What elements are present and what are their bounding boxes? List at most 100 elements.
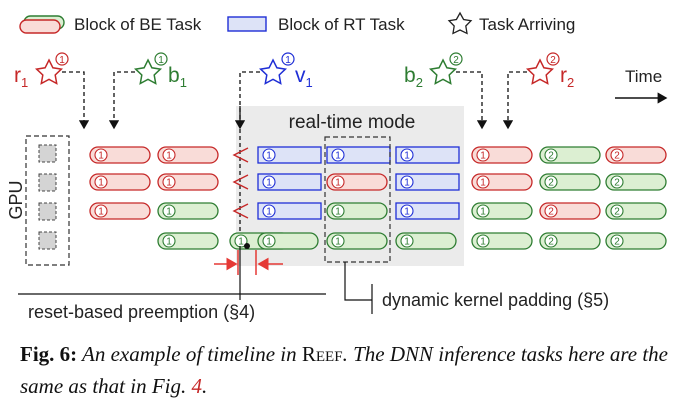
be-block: 1 bbox=[471, 202, 533, 220]
be-block: 1 bbox=[89, 202, 151, 220]
block-badge: 2 bbox=[548, 237, 554, 248]
block-badge: 1 bbox=[404, 237, 410, 248]
arrival-r2-name: r2 bbox=[560, 64, 574, 90]
legend-rt-label: Block of RT Task bbox=[278, 15, 405, 34]
block-badge: 1 bbox=[480, 207, 486, 218]
star-icon bbox=[133, 58, 163, 85]
realtime-mode-label: real-time mode bbox=[289, 112, 416, 133]
block-badge: 1 bbox=[480, 178, 486, 189]
gpu-slot bbox=[38, 173, 57, 192]
arrival-r1: r1 1 bbox=[14, 52, 90, 130]
arrival-v1: 1 v1 bbox=[234, 52, 313, 246]
rt-block: 1 bbox=[395, 173, 460, 191]
arrival-b2-name: b2 bbox=[404, 64, 423, 90]
gpu-box: GPU bbox=[6, 135, 70, 266]
arrival-r2: 2 r2 bbox=[502, 52, 574, 130]
be-block: 2 bbox=[605, 232, 667, 250]
caption-text-a: An example of timeline in bbox=[77, 342, 302, 366]
block-badge: 1 bbox=[166, 207, 172, 218]
star-icon bbox=[258, 58, 288, 85]
block-badge: 1 bbox=[98, 178, 104, 189]
rt-block: 1 bbox=[257, 146, 322, 164]
be-block: 1 bbox=[326, 232, 388, 250]
block-badge: 1 bbox=[98, 151, 104, 162]
be-block: 2 bbox=[539, 146, 601, 164]
block-badge: 2 bbox=[548, 151, 554, 162]
be-block: 1 bbox=[471, 173, 533, 191]
be-block: 1 bbox=[157, 146, 219, 164]
star-icon bbox=[447, 11, 473, 35]
be-block: 2 bbox=[539, 232, 601, 250]
be-block: 1 bbox=[471, 232, 533, 250]
rt-block: 1 bbox=[395, 202, 460, 220]
block-badge: 1 bbox=[480, 237, 486, 248]
timeline-grid: 1 1 1 1 1 1 2 2 1 1 1 1 1 1 2 2 1 1 1 1 1 1 2 2 1 1 1 1 1 1 2 2 bbox=[89, 146, 667, 250]
figure-caption: Fig. 6: An example of timeline in Reef. … bbox=[20, 338, 670, 402]
be-block: 1 bbox=[89, 173, 151, 191]
block-badge: 1 bbox=[404, 178, 410, 189]
caption-fig-number: Fig. 6: bbox=[20, 342, 78, 366]
be-block: 1 bbox=[89, 146, 151, 164]
block-badge: 2 bbox=[614, 237, 620, 248]
gpu-slot bbox=[38, 144, 57, 163]
be-block: 2 bbox=[605, 173, 667, 191]
be-block: 2 bbox=[539, 173, 601, 191]
preempted-block bbox=[232, 203, 249, 219]
svg-text:2: 2 bbox=[550, 55, 556, 66]
block-badge: 2 bbox=[614, 151, 620, 162]
arrival-v1-name: v1 bbox=[295, 64, 313, 90]
gpu-slot bbox=[38, 202, 57, 221]
block-badge: 1 bbox=[404, 151, 410, 162]
block-badge: 2 bbox=[614, 207, 620, 218]
block-badge: 1 bbox=[335, 207, 341, 218]
be-block: 1 bbox=[157, 232, 219, 250]
caption-reef: Reef bbox=[301, 342, 343, 366]
star-icon bbox=[525, 58, 555, 85]
time-label: Time bbox=[625, 67, 662, 86]
svg-text:2: 2 bbox=[453, 55, 459, 66]
arrival-r1-name: r1 bbox=[14, 64, 28, 90]
block-badge: 1 bbox=[266, 207, 272, 218]
timeline-figure: real-time mode Block of BE Task Block of… bbox=[6, 11, 668, 322]
be-block: 2 bbox=[605, 146, 667, 164]
block-badge: 2 bbox=[548, 207, 554, 218]
caption-fig-ref[interactable]: 4 bbox=[191, 374, 203, 398]
block-badge: 2 bbox=[548, 178, 554, 189]
block-badge: 1 bbox=[266, 178, 272, 189]
block-badge: 1 bbox=[98, 207, 104, 218]
svg-text:1: 1 bbox=[158, 55, 164, 66]
rt-block: 1 bbox=[395, 146, 460, 164]
be-block: 2 bbox=[605, 202, 667, 220]
block-badge: 1 bbox=[335, 151, 341, 162]
block-badge: 1 bbox=[335, 237, 341, 248]
be-block: 1 bbox=[257, 232, 319, 250]
block-badge: 1 bbox=[335, 178, 341, 189]
star-icon bbox=[34, 58, 64, 85]
svg-text:1: 1 bbox=[285, 55, 291, 66]
be-block: 1 bbox=[326, 173, 388, 191]
arrival-b1-name: b1 bbox=[168, 64, 187, 90]
block-badge: 1 bbox=[266, 151, 272, 162]
arrival-b1: 1 b1 bbox=[108, 52, 187, 130]
block-badge: 1 bbox=[266, 237, 272, 248]
kernel-padding-label: dynamic kernel padding (§5) bbox=[382, 290, 609, 310]
block-badge: 1 bbox=[166, 151, 172, 162]
star-icon bbox=[428, 58, 458, 85]
rt-block: 1 bbox=[257, 173, 322, 191]
legend-arriving-label: Task Arriving bbox=[479, 15, 575, 34]
caption-text-b: . The DNN inference tasks here are the s… bbox=[20, 342, 669, 398]
block-badge: 1 bbox=[166, 237, 172, 248]
caption-text-c: . bbox=[202, 374, 208, 398]
rt-block: 1 bbox=[257, 202, 322, 220]
be-block: 1 bbox=[157, 173, 219, 191]
kernel-padding-box bbox=[324, 136, 391, 263]
be-block: 1 bbox=[395, 232, 457, 250]
legend-be-label: Block of BE Task bbox=[74, 15, 202, 34]
legend: Block of BE Task Block of RT Task Task A… bbox=[19, 11, 575, 35]
preempted-block bbox=[232, 147, 249, 163]
be-block: 1 bbox=[471, 146, 533, 164]
block-badge: 2 bbox=[614, 178, 620, 189]
arrival-b2: b2 2 bbox=[404, 52, 488, 130]
be-block: 2 bbox=[539, 202, 601, 220]
preempted-block bbox=[232, 174, 249, 190]
